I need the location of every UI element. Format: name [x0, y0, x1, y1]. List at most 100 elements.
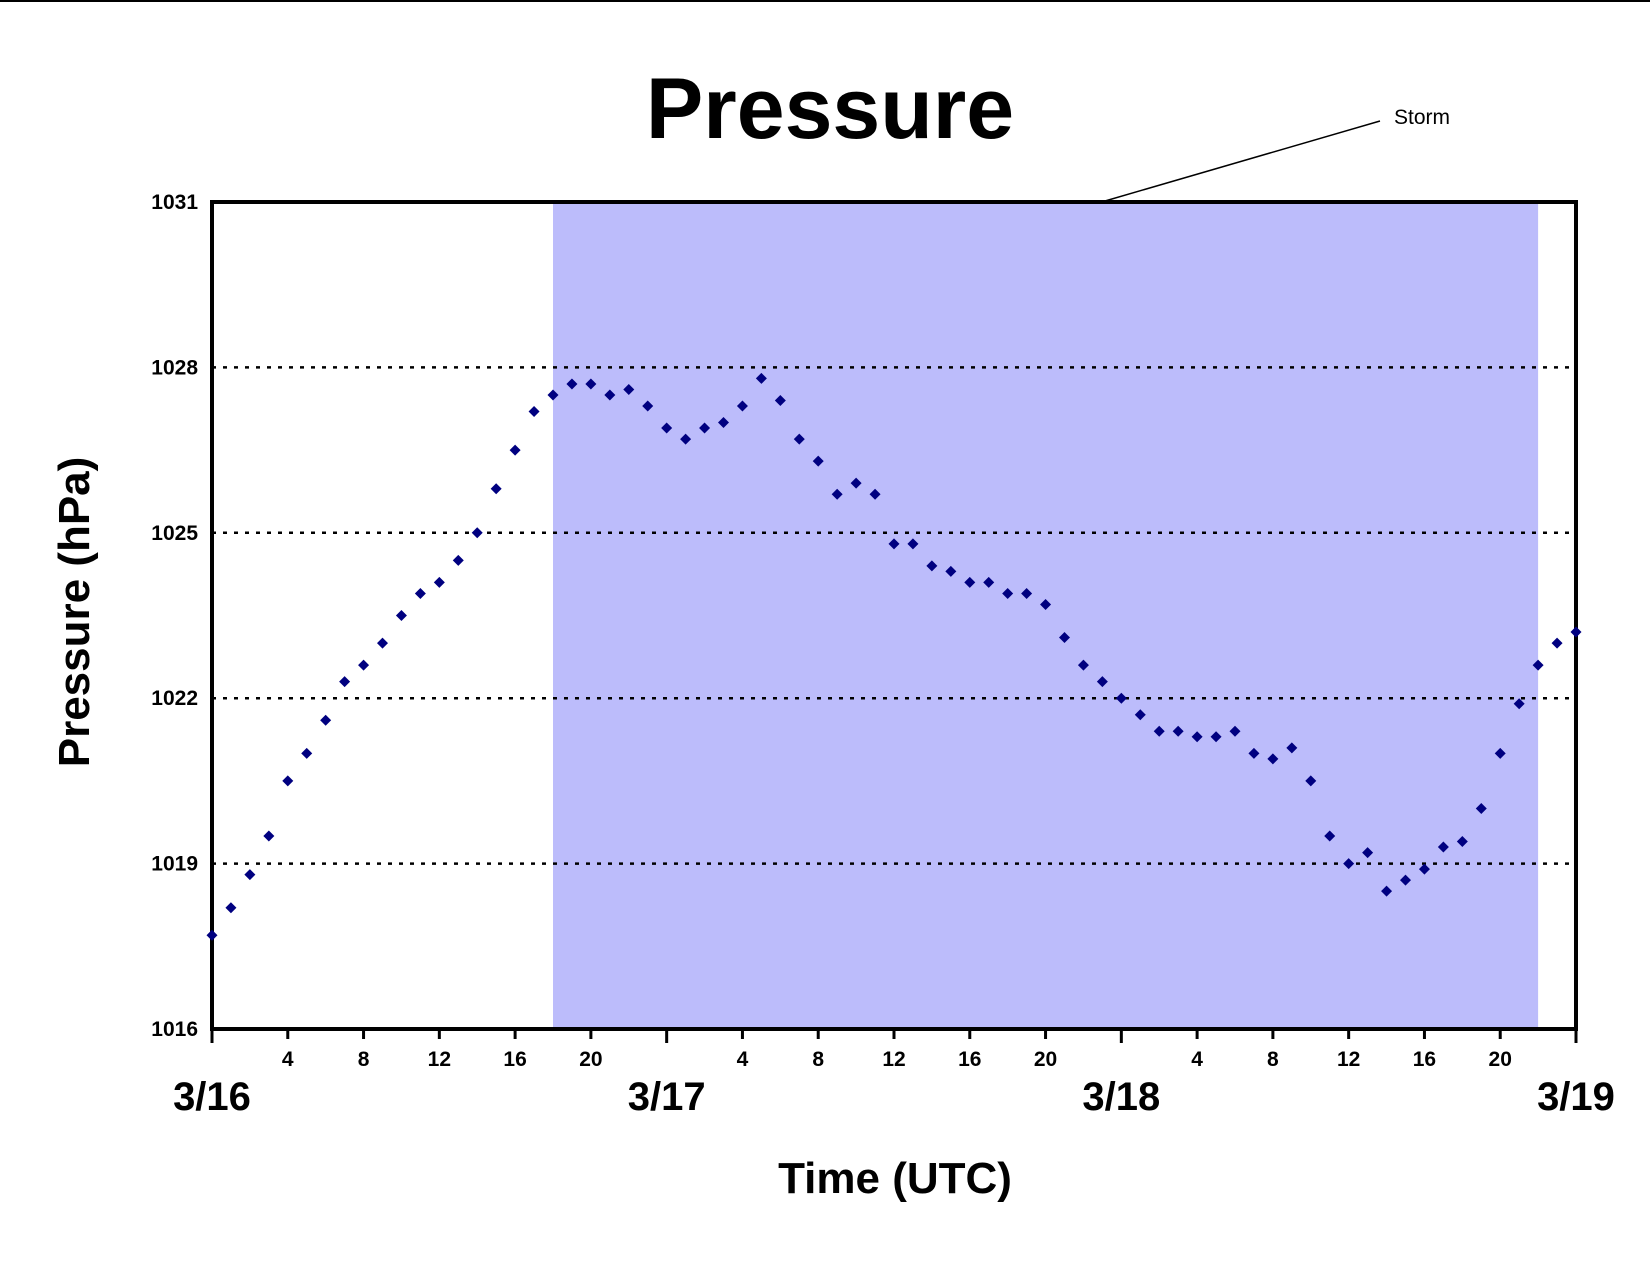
data-point: [1286, 742, 1298, 754]
data-point: [358, 659, 370, 671]
storm-annotation-leader: [1104, 120, 1381, 202]
data-point: [528, 406, 540, 418]
data-point: [1134, 709, 1146, 721]
data-point: [812, 455, 824, 467]
data-point: [642, 400, 654, 412]
data-point: [585, 378, 597, 390]
data-point: [623, 383, 635, 395]
y-tick-label-1031: 1031: [151, 191, 198, 214]
data-point: [1437, 841, 1449, 853]
storm-band-layer: [553, 202, 1539, 1029]
data-point: [1551, 637, 1563, 649]
x-tick-label-8: 8: [358, 1048, 370, 1071]
data-point: [1418, 863, 1430, 875]
x-tick-label-68: 20: [1489, 1048, 1512, 1071]
x-tick-label-56: 8: [1267, 1048, 1279, 1071]
day-label-2: 3/18: [1082, 1075, 1160, 1119]
x-tick-label-36: 12: [882, 1048, 905, 1071]
data-point: [1362, 847, 1374, 859]
data-point: [452, 554, 464, 566]
data-point: [320, 714, 332, 726]
data-point: [1229, 725, 1241, 737]
data-point: [718, 417, 729, 429]
data-point: [395, 610, 407, 621]
storm-band: [553, 202, 1539, 1029]
data-point: [1400, 874, 1411, 886]
data-point: [1343, 858, 1355, 870]
data-point: [1059, 632, 1070, 644]
data-point: [263, 830, 275, 842]
x-tick-label-12: 12: [428, 1048, 451, 1071]
y-tick-label-1025: 1025: [151, 522, 198, 545]
data-point: [1305, 775, 1317, 787]
data-point: [869, 488, 881, 500]
x-axis-title: Time (UTC): [778, 1154, 1012, 1203]
x-tick-label-28: 4: [737, 1048, 749, 1071]
data-point: [566, 378, 578, 390]
data-point: [831, 488, 843, 500]
data-point: [244, 869, 256, 881]
data-point: [1021, 587, 1033, 599]
x-tick-label-52: 4: [1191, 1048, 1203, 1071]
data-point: [888, 538, 900, 550]
x-tick-label-16: 16: [503, 1048, 526, 1071]
data-point: [1381, 885, 1393, 897]
data-point: [1570, 626, 1582, 638]
data-point: [661, 422, 673, 434]
x-tick-label-4: 4: [282, 1048, 294, 1071]
data-point: [736, 400, 748, 412]
data-point: [1002, 587, 1014, 599]
x-tick-label-60: 12: [1337, 1048, 1360, 1071]
data-point: [301, 747, 313, 759]
x-tick-label-44: 20: [1034, 1048, 1057, 1071]
data-point: [547, 389, 559, 401]
data-point: [926, 560, 938, 572]
data-point: [509, 444, 521, 456]
data-point: [1513, 698, 1525, 710]
day-label-0: 3/16: [173, 1075, 251, 1119]
data-point: [490, 483, 502, 495]
data-point: [471, 527, 483, 539]
chart-title: Pressure: [646, 61, 1014, 157]
data-point: [945, 565, 957, 577]
data-point: [1532, 659, 1544, 671]
data-point: [850, 477, 862, 489]
axes-layer: [210, 200, 1578, 1043]
data-point: [1456, 836, 1468, 848]
data-point: [206, 929, 218, 941]
data-point: [680, 433, 692, 445]
x-tick-label-20: 20: [579, 1048, 602, 1071]
data-point: [1210, 731, 1222, 743]
x-tick-label-32: 8: [812, 1048, 824, 1071]
data-point: [1267, 753, 1279, 765]
data-point: [1172, 725, 1184, 737]
data-point: [1324, 830, 1336, 842]
data-point: [699, 422, 711, 434]
data-points: [206, 372, 1582, 941]
data-point: [1096, 676, 1108, 688]
data-point: [225, 902, 237, 914]
data-point: [377, 637, 388, 649]
data-point: [282, 775, 294, 787]
y-tick-label-1019: 1019: [151, 853, 198, 876]
data-point: [1040, 598, 1052, 610]
data-point: [964, 576, 976, 588]
tick-labels: 1016 1019 1022 1025 1028 1031 3/16 4 8 12 16 20 3/17…: [151, 191, 1615, 1119]
data-point: [907, 538, 919, 550]
storm-annotation-label: Storm: [1394, 106, 1450, 129]
data-point: [983, 576, 995, 588]
day-label-1: 3/17: [628, 1075, 706, 1119]
data-point: [774, 394, 786, 406]
y-tick-label-1022: 1022: [151, 687, 198, 710]
data-point: [1115, 692, 1127, 704]
data-point: [339, 676, 351, 688]
y-tick-label-1028: 1028: [151, 356, 198, 379]
data-point: [1077, 659, 1089, 671]
data-point: [755, 372, 767, 384]
data-point: [1248, 747, 1260, 759]
data-point: [1153, 725, 1165, 737]
data-point: [414, 587, 426, 599]
day-label-3: 3/19: [1537, 1075, 1615, 1119]
data-point: [433, 576, 445, 588]
